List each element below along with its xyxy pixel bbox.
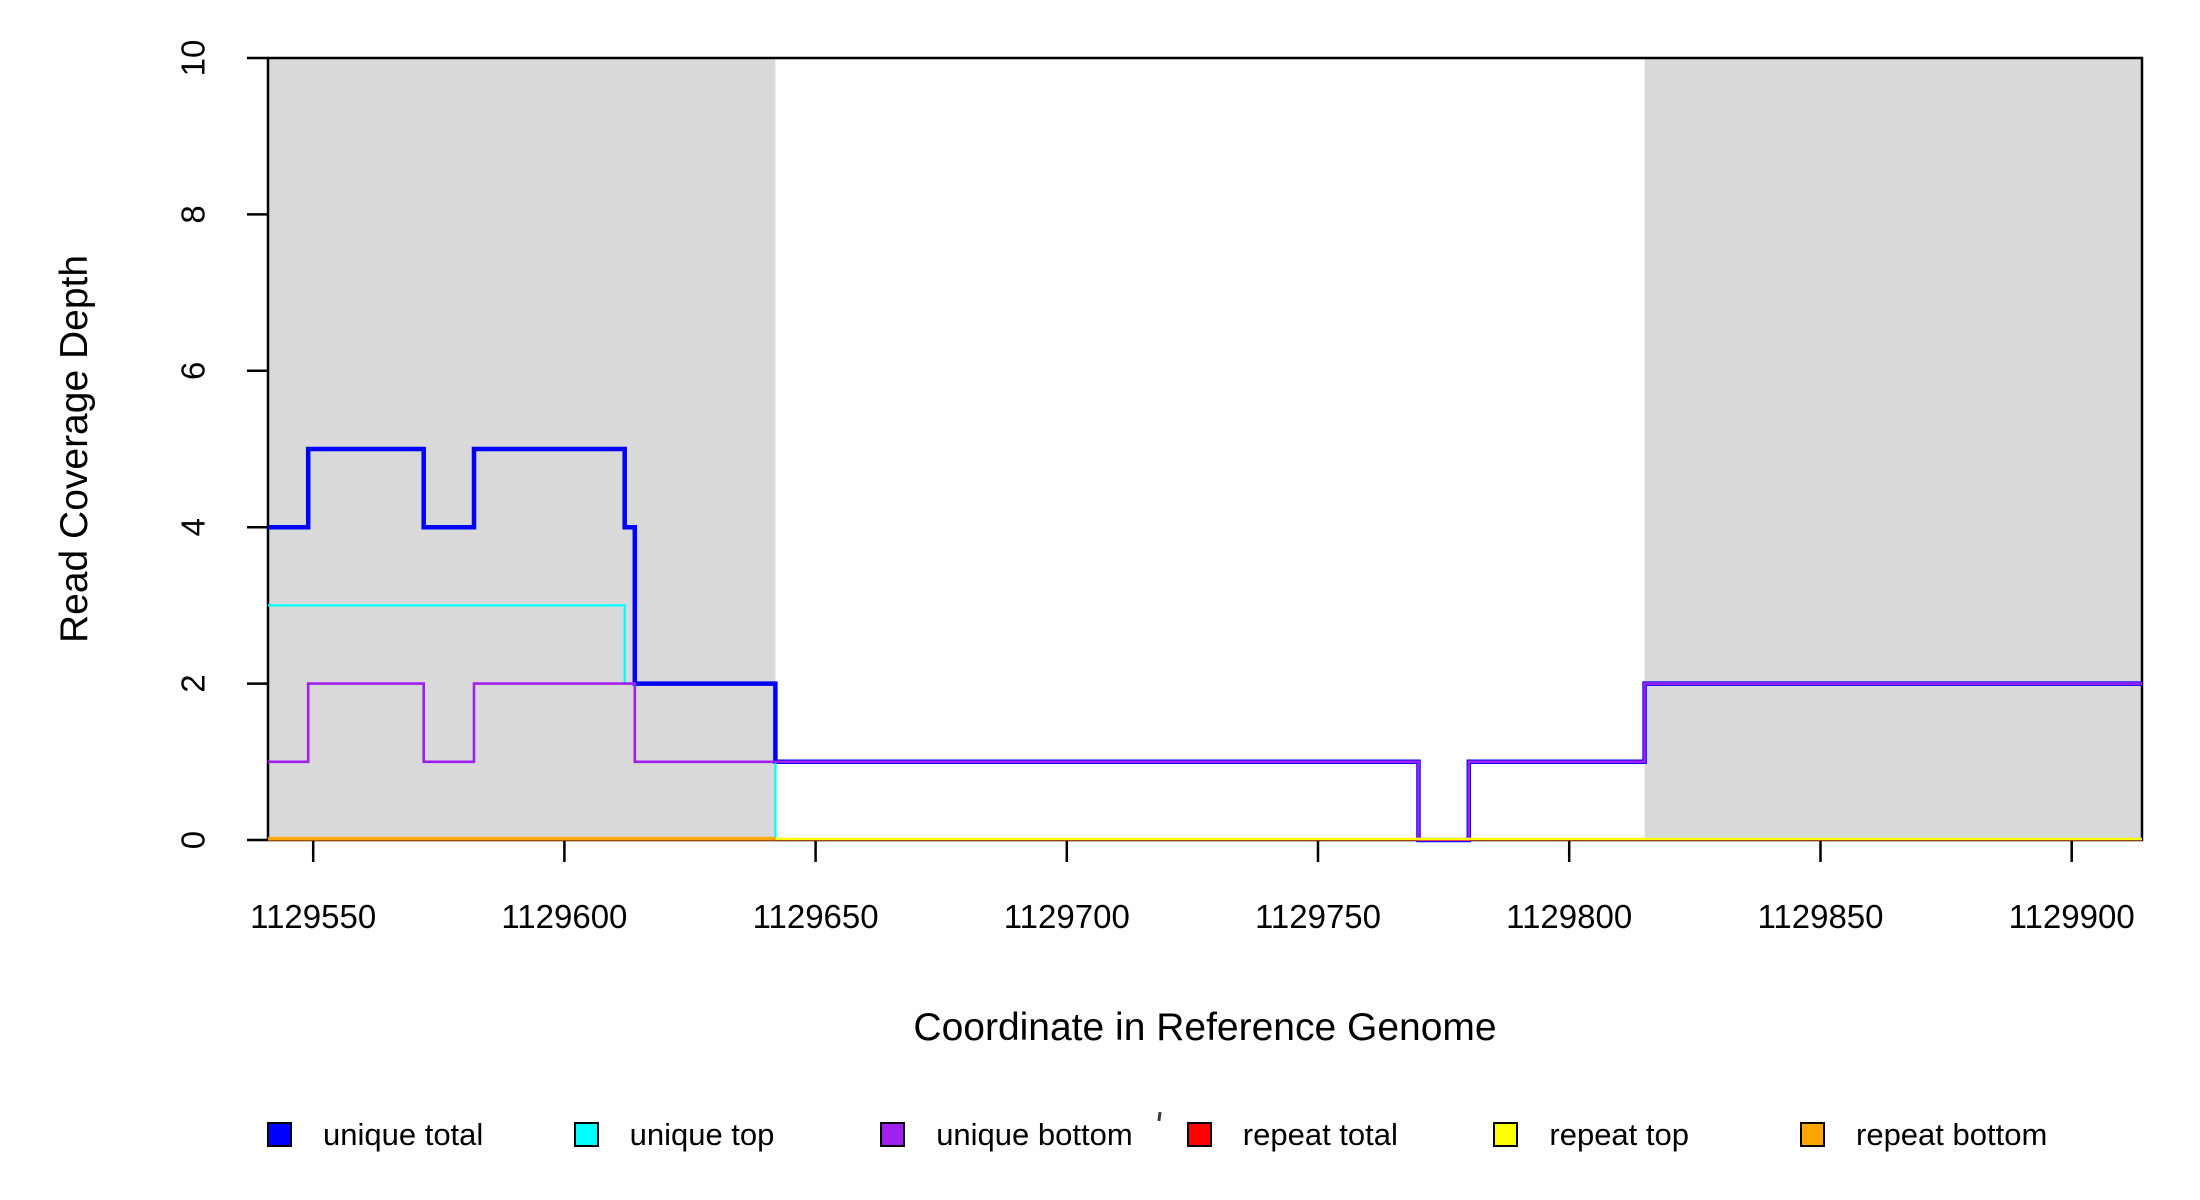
x-tick-label: 1129750 [1255, 898, 1381, 935]
x-tick-label: 1129700 [1004, 898, 1130, 935]
legend-label: unique top [629, 1117, 775, 1152]
legend-item-repeat-top: repeat top [1493, 1117, 1689, 1152]
y-tick-label: 2 [175, 674, 212, 692]
y-tick-label: 4 [175, 518, 212, 536]
legend-item-unique-top: unique top [573, 1117, 775, 1152]
legend-item-unique-bottom: unique bottom [880, 1117, 1133, 1152]
legend-item-unique-total: unique total [267, 1117, 484, 1152]
x-tick-label: 1129550 [250, 898, 376, 935]
legend-item-repeat-bottom: repeat bottom [1800, 1117, 2048, 1152]
legend-swatch-unique-top [573, 1122, 599, 1147]
legend-swatch-repeat-bottom [1800, 1122, 1825, 1147]
legend-label: repeat top [1549, 1117, 1689, 1152]
legend-swatch-repeat-top [1493, 1122, 1519, 1147]
repeat-region-right [1644, 58, 2142, 840]
legend-label: unique bottom [936, 1117, 1133, 1152]
x-axis-title: Coordinate in Reference Genome [913, 1006, 1497, 1049]
legend-item-repeat-total: repeat total [1186, 1117, 1398, 1152]
x-tick-label: 1129800 [1506, 898, 1632, 935]
legend-swatch-unique-bottom [880, 1122, 906, 1147]
x-tick-label: 1129650 [753, 898, 879, 935]
y-tick-label: 8 [175, 205, 212, 223]
y-axis-title: Read Coverage Depth [53, 254, 96, 644]
y-tick-label: 0 [175, 831, 212, 849]
x-tick-label: 1129850 [1757, 898, 1883, 935]
legend-label: repeat bottom [1856, 1117, 2048, 1152]
x-tick-label: 1129600 [501, 898, 627, 935]
legend-label: unique total [323, 1117, 484, 1152]
x-tick-label: 1129900 [2009, 898, 2135, 935]
legend-swatch-repeat-total [1186, 1122, 1212, 1147]
legend-swatch-unique-total [267, 1122, 292, 1147]
y-tick-label: 6 [175, 362, 212, 380]
y-tick-label: 10 [175, 40, 212, 77]
legend-label: repeat total [1242, 1117, 1398, 1152]
series-unique-bottom [268, 682, 2142, 842]
